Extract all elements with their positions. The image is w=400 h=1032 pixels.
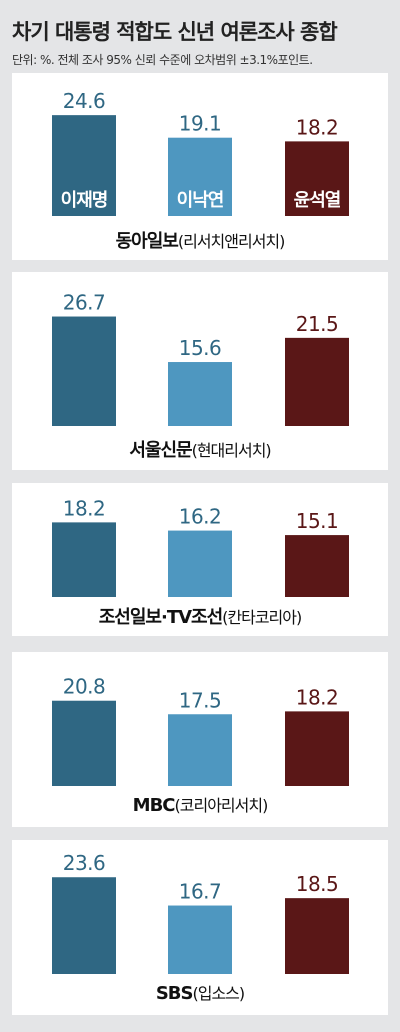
bar-윤석열 bbox=[285, 337, 349, 426]
bar-chart: 24.6 이재명 19.1 이낙연 18.2 윤석열 bbox=[52, 89, 349, 216]
poll-panel-sbs: 23.6 16.7 18.5 SBS(입소스) bbox=[12, 840, 388, 1015]
bar-윤석열 bbox=[285, 535, 349, 597]
page-title: 차기 대통령 적합도 신년 여론조사 종합 bbox=[12, 20, 338, 44]
pollster-name: (리서치앤리서치) bbox=[177, 232, 286, 251]
poll-panel-seoul: 26.7 15.6 21.5 서울신문(현대리서치) bbox=[12, 272, 388, 470]
bar-윤석열 bbox=[285, 141, 349, 216]
category-label: 윤석열 bbox=[294, 190, 341, 211]
category-label: 이낙연 bbox=[177, 190, 224, 211]
value-label: 18.2 bbox=[296, 685, 339, 709]
pollster-name: (칸타코리아) bbox=[222, 608, 302, 627]
pollster-name: (현대리서치) bbox=[191, 441, 272, 460]
bar-이재명 bbox=[52, 877, 116, 974]
value-label: 15.6 bbox=[179, 336, 222, 360]
bar-이재명 bbox=[52, 700, 116, 786]
poll-source-caption: 서울신문(현대리서치) bbox=[12, 436, 388, 462]
value-label: 16.2 bbox=[179, 505, 222, 529]
bar-윤석열 bbox=[285, 711, 349, 786]
bar-이낙연 bbox=[168, 137, 232, 216]
bar-이낙연 bbox=[168, 905, 232, 974]
poll-source: MBC bbox=[132, 795, 176, 816]
value-label: 15.1 bbox=[296, 509, 339, 533]
value-label: 18.2 bbox=[296, 115, 339, 139]
poll-source-caption: SBS(입소스) bbox=[12, 980, 388, 1004]
bar-chart: 20.8 17.5 18.2 bbox=[52, 675, 349, 786]
poll-source: 조선일보·TV조선 bbox=[98, 607, 223, 628]
value-label: 18.5 bbox=[296, 872, 339, 896]
unit-note: 단위: %. 전체 조사 95% 신뢰 수준에 오차범위 ±3.1%포인트. bbox=[12, 53, 313, 67]
category-label: 이재명 bbox=[61, 190, 108, 211]
bar-이낙연 bbox=[168, 530, 232, 597]
bar-chart: 23.6 16.7 18.5 bbox=[52, 851, 349, 974]
poll-source: SBS bbox=[155, 983, 194, 1004]
value-label: 24.6 bbox=[63, 89, 106, 113]
poll-source-caption: 조선일보·TV조선(칸타코리아) bbox=[12, 603, 388, 629]
value-label: 18.2 bbox=[63, 496, 106, 520]
value-label: 26.7 bbox=[63, 291, 106, 315]
poll-source: 동아일보 bbox=[115, 231, 179, 252]
bar-이낙연 bbox=[168, 714, 232, 786]
bar-chart: 18.2 16.2 15.1 bbox=[52, 496, 349, 597]
value-label: 16.7 bbox=[179, 880, 222, 904]
bar-이재명 bbox=[52, 316, 116, 426]
poll-panel-chosun: 18.2 16.2 15.1 조선일보·TV조선(칸타코리아) bbox=[12, 483, 388, 636]
value-label: 19.1 bbox=[179, 112, 222, 136]
poll-panel-mbc: 20.8 17.5 18.2 MBC(코리아리서치) bbox=[12, 652, 388, 827]
bar-이재명 bbox=[52, 115, 116, 216]
bar-chart: 26.7 15.6 21.5 bbox=[52, 291, 349, 426]
poll-panel-donga: 24.6 이재명 19.1 이낙연 18.2 윤석열 동아일보(리서치앤리서치) bbox=[12, 73, 388, 260]
pollster-name: (코리아리서치) bbox=[174, 796, 269, 815]
poll-source: 서울신문 bbox=[129, 440, 192, 461]
bar-이낙연 bbox=[168, 362, 232, 426]
poll-source-caption: 동아일보(리서치앤리서치) bbox=[12, 227, 388, 253]
value-label: 20.8 bbox=[63, 675, 106, 699]
bar-이재명 bbox=[52, 522, 116, 597]
value-label: 23.6 bbox=[63, 851, 106, 875]
poll-source-caption: MBC(코리아리서치) bbox=[12, 792, 388, 816]
value-label: 21.5 bbox=[296, 312, 339, 336]
pollster-name: (입소스) bbox=[192, 984, 246, 1003]
value-label: 17.5 bbox=[179, 688, 222, 712]
bar-윤석열 bbox=[285, 898, 349, 974]
